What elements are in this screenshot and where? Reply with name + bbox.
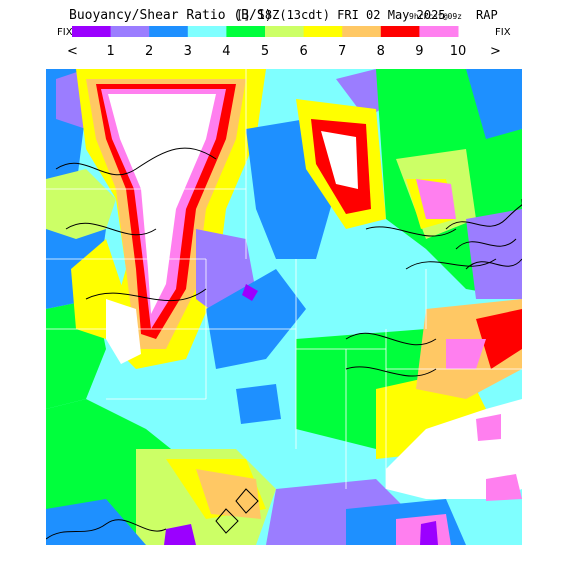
- region-white-nw: [108, 94, 216, 314]
- title-time: [] 18Z(13cdt) FRI 02 May 2025: [236, 8, 446, 22]
- region-purple-sw: [164, 524, 196, 545]
- legend-swatch-8: [342, 26, 382, 37]
- region-white-plume: [106, 299, 141, 364]
- legend-greater-than: >: [490, 44, 501, 59]
- color-legend: FIX FIX < > 1 2 3 4 5 6 7 8 9 10: [57, 26, 511, 59]
- legend-swatch-10: [419, 26, 459, 37]
- region-pink-gulf: [476, 414, 501, 441]
- legend-tick-2: 2: [145, 44, 153, 59]
- legend-tick-10: 10: [450, 44, 467, 59]
- region-pink-se: [446, 339, 486, 369]
- region-blue-central-south: [236, 384, 281, 424]
- legend-swatch-9: [380, 26, 420, 37]
- title-forecast: 9hrFcst@09z: [409, 12, 462, 21]
- legend-swatch-5: [226, 26, 266, 37]
- title-main: Buoyancy/Shear Ratio (B/S): [69, 8, 273, 23]
- legend-swatch-1: [72, 26, 112, 37]
- legend-swatch-4: [187, 26, 227, 37]
- region-pink-east: [416, 179, 456, 219]
- legend-swatch-7: [303, 26, 343, 37]
- region-purple-central: [242, 284, 258, 301]
- legend-swatch-2: [110, 26, 150, 37]
- region-tan-south: [196, 469, 261, 519]
- title-model: RAP: [476, 8, 498, 22]
- region-blue-east: [466, 69, 522, 139]
- legend-tick-7: 7: [338, 44, 346, 59]
- map-title: Buoyancy/Shear Ratio (B/S) [] 18Z(13cdt)…: [69, 8, 498, 23]
- region-white-nc: [321, 131, 358, 189]
- legend-swatch-6: [265, 26, 305, 37]
- legend-tick-9: 9: [415, 44, 423, 59]
- legend-tick-3: 3: [184, 44, 192, 59]
- legend-less-than: <: [67, 44, 78, 59]
- legend-left-fix: FIX: [57, 27, 73, 38]
- region-blue-central: [206, 269, 306, 369]
- legend-tick-6: 6: [299, 44, 307, 59]
- region-pink-gulf-se: [486, 474, 522, 501]
- region-purple-south: [420, 521, 438, 545]
- legend-right-fix: FIX: [495, 27, 511, 38]
- state-boundaries: [46, 69, 522, 489]
- legend-tick-1: 1: [106, 44, 114, 59]
- region-blue-sw: [46, 499, 146, 545]
- legend-tick-8: 8: [377, 44, 385, 59]
- legend-swatch-3: [149, 26, 189, 37]
- legend-tick-5: 5: [261, 44, 269, 59]
- region-lavender-east: [466, 209, 522, 299]
- legend-tick-4: 4: [222, 44, 230, 59]
- region-red-se: [476, 309, 522, 369]
- region-lightgreen-west: [46, 169, 116, 239]
- weather-map: [46, 69, 522, 545]
- contour-lines: [46, 147, 522, 540]
